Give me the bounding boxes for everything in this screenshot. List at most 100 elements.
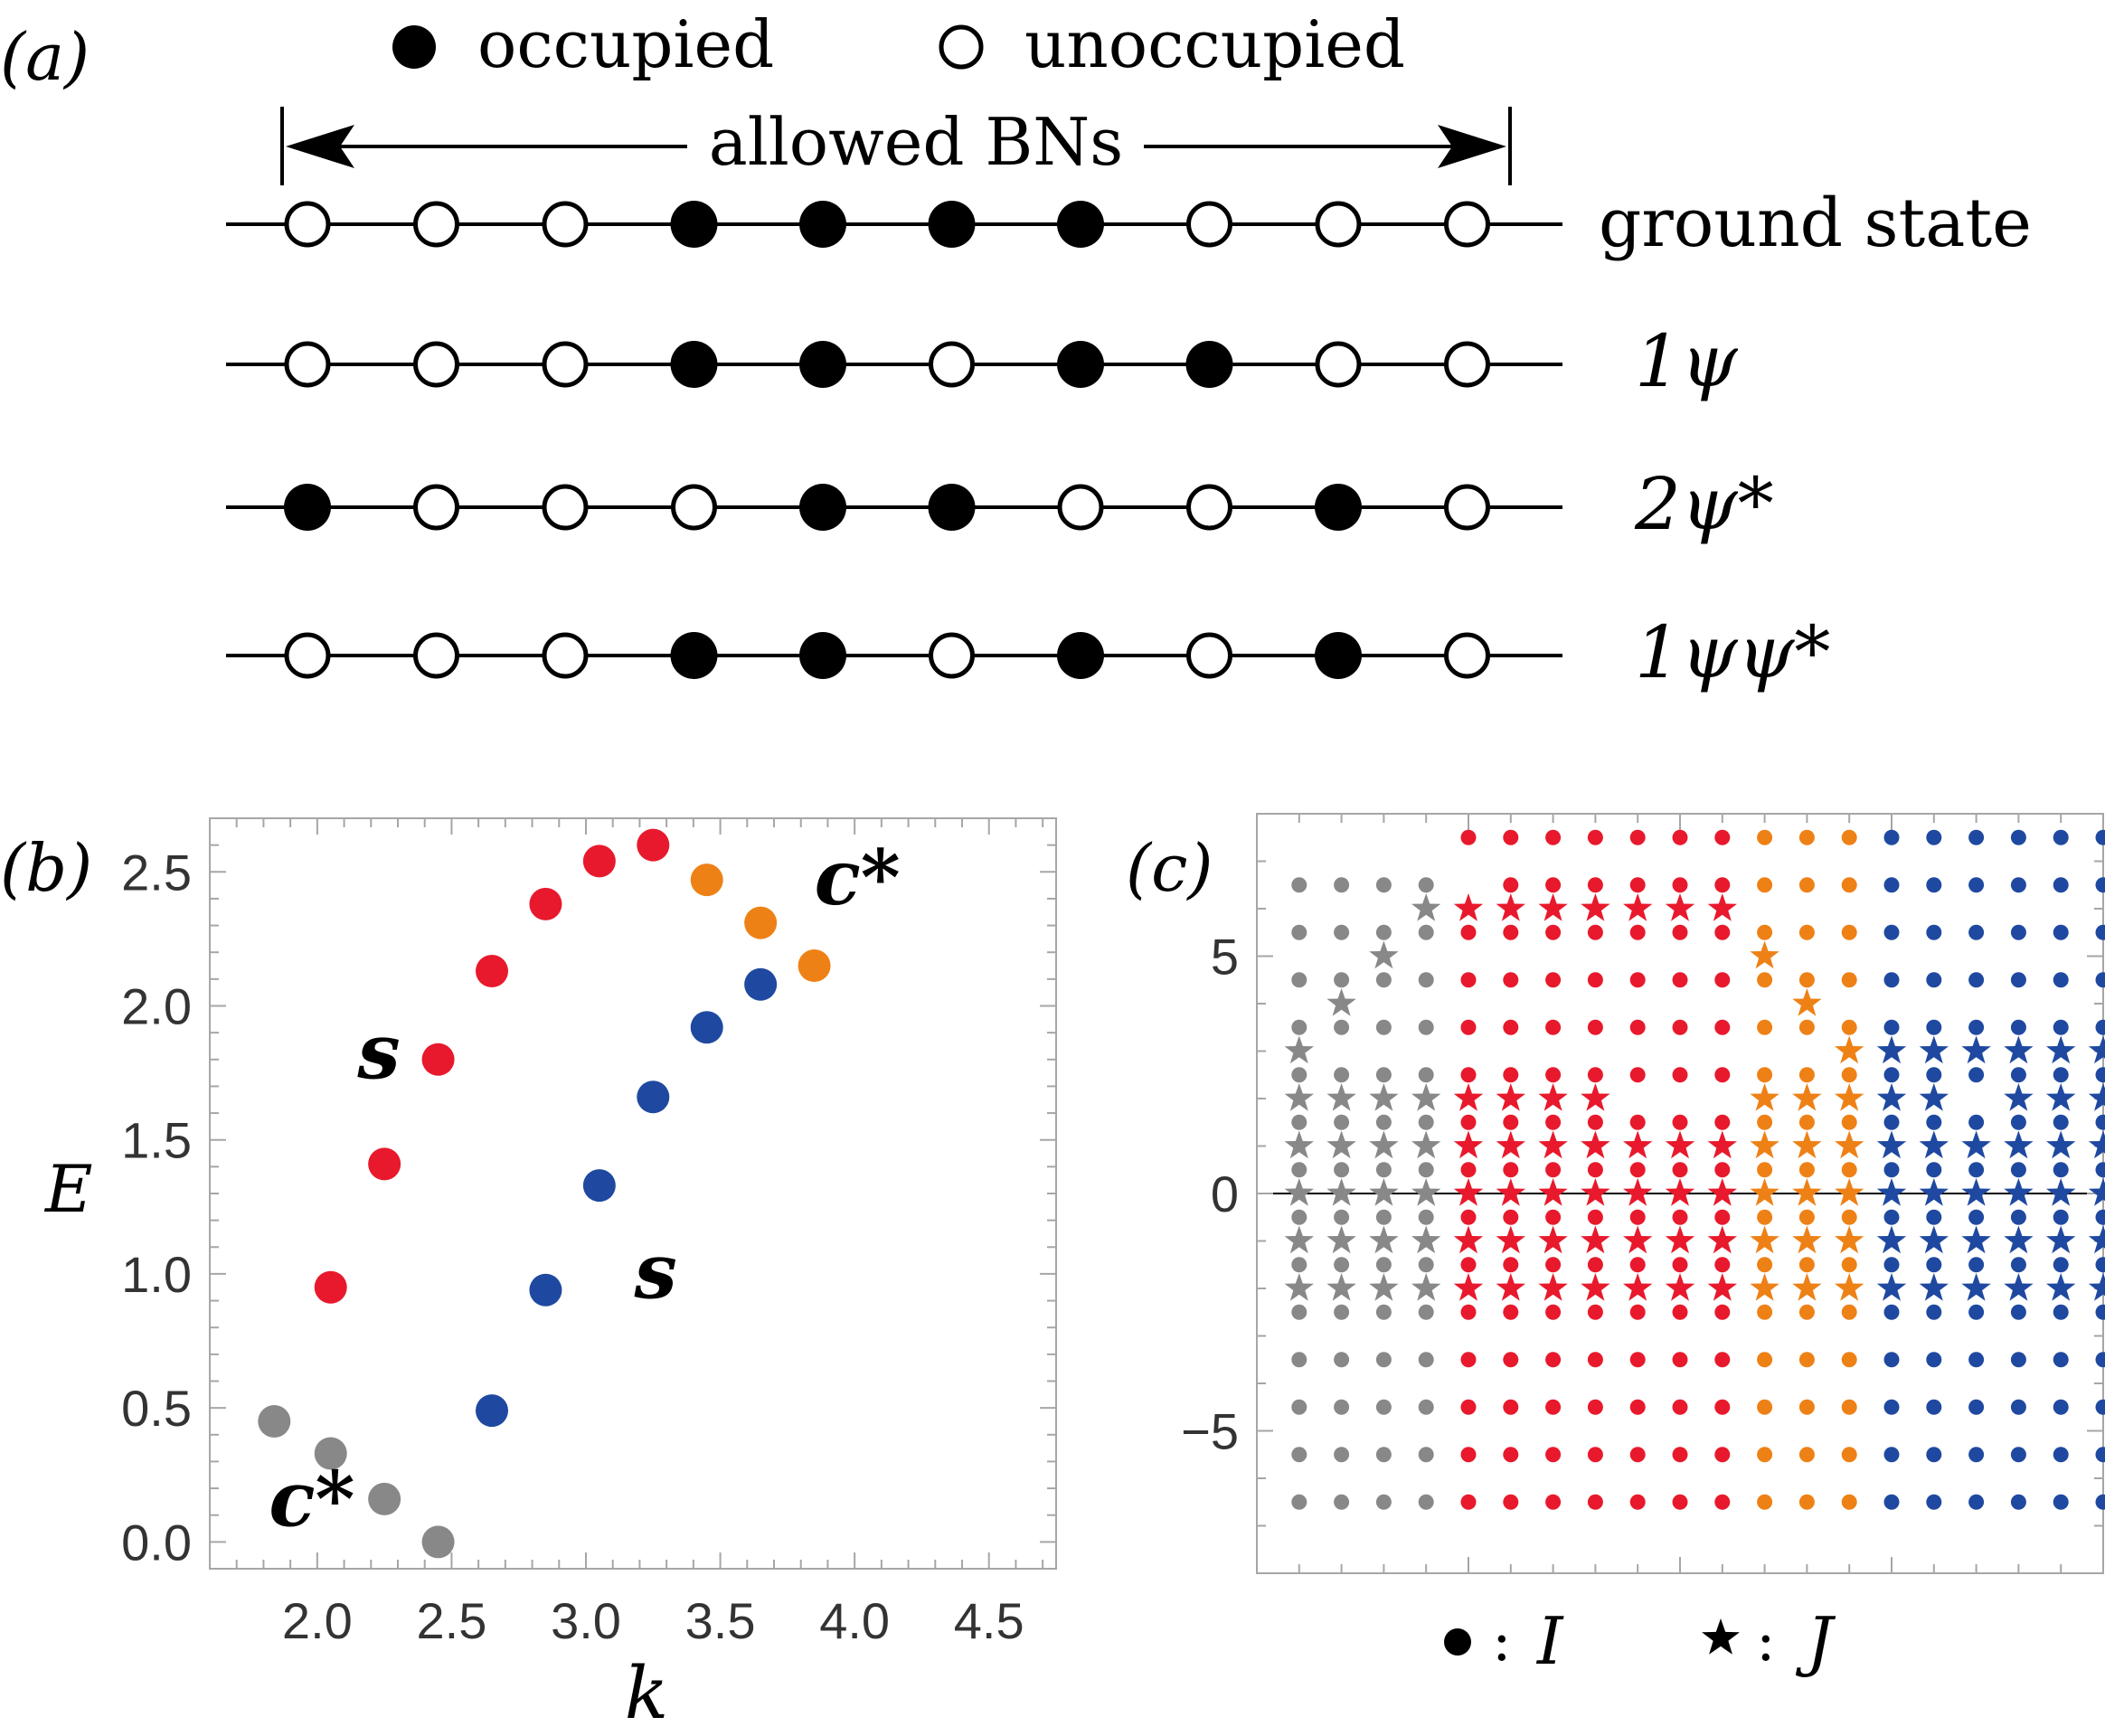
state-dot-orange	[1798, 1162, 1815, 1178]
state-star-red	[1581, 893, 1610, 921]
state-star-orange	[1750, 940, 1779, 969]
state-dot-orange	[1757, 1209, 1773, 1225]
state-star-blue	[1876, 1273, 1907, 1301]
state-dot-red	[1714, 972, 1731, 988]
state-dot-red	[1503, 1494, 1519, 1510]
state-dot-red	[1629, 1257, 1646, 1273]
state-dot-orange	[1798, 1067, 1815, 1083]
state-dot-red	[1545, 972, 1562, 988]
state-dot-gray	[1334, 972, 1350, 988]
state-star-blue	[2088, 1225, 2105, 1254]
state-star-gray	[1369, 1130, 1399, 1159]
annotation-label: s	[633, 1227, 676, 1316]
state-dot-blue	[2010, 829, 2026, 845]
state-dot-orange	[1798, 1257, 1815, 1273]
state-star-gray	[1284, 1225, 1314, 1254]
allowed-bns-label: allowed BNs	[709, 104, 1123, 180]
state-dot-blue	[1968, 924, 1985, 940]
state-dot-gray	[1418, 972, 1434, 988]
panel-c: (c) 5 0 −5 : I : J	[1126, 813, 2105, 1679]
state-dot-red	[1460, 1019, 1477, 1035]
state-dot-gray	[1418, 1399, 1434, 1415]
state-dot-orange	[1798, 924, 1815, 940]
state-star-gray	[1284, 1178, 1314, 1206]
state-star-blue	[1961, 1178, 1991, 1206]
state-dot-blue	[1883, 1257, 1900, 1273]
unoccupied-site	[1186, 201, 1232, 248]
state-dot-orange	[1798, 1019, 1815, 1035]
state-dot-red	[1672, 1162, 1688, 1178]
state-star-red	[1581, 1225, 1610, 1254]
state-dot-orange	[1757, 972, 1773, 988]
state-dot-gray	[1334, 1494, 1350, 1510]
state-star-blue	[1876, 1225, 1907, 1254]
state-dot-blue	[1883, 1162, 1900, 1178]
state-star-red	[1496, 893, 1525, 921]
state-star-red	[1538, 1178, 1568, 1206]
unoccupied-site	[929, 632, 975, 679]
state-star-gray	[1326, 1273, 1356, 1301]
state-dot-blue	[1926, 1067, 1942, 1083]
state-dot-red	[1714, 1209, 1731, 1225]
state-dot-gray	[1418, 1209, 1434, 1225]
state-star-gray	[1326, 1225, 1356, 1254]
plot-b-annotations: s s c* c*	[269, 833, 900, 1544]
state-dot-blue	[1968, 1447, 1985, 1463]
state-dot-blue	[2053, 1162, 2069, 1178]
unoccupied-site	[542, 484, 589, 531]
state-dot-gray	[1375, 1447, 1392, 1463]
state-star-orange	[1835, 1083, 1864, 1111]
state-dot-gray	[1418, 1494, 1434, 1510]
state-star-orange	[1750, 1273, 1779, 1301]
state-dot-red	[1503, 1067, 1519, 1083]
state-dot-red	[1460, 1162, 1477, 1178]
state-star-red	[1453, 1178, 1484, 1206]
occupied-site	[670, 341, 718, 388]
state-dot-gray	[1375, 877, 1392, 893]
state-star-blue	[2088, 1178, 2105, 1206]
state-dot-blue	[1968, 1352, 1985, 1368]
state-dot-red	[1503, 1257, 1519, 1273]
state-dot-orange	[1798, 1447, 1815, 1463]
state-dot-red	[1545, 1114, 1562, 1130]
state-dot-red	[1629, 1209, 1646, 1225]
state-star-gray	[1369, 1083, 1399, 1111]
state-star-red	[1496, 1083, 1525, 1111]
y-tick-label: 0.0	[121, 1514, 192, 1571]
occupied-site	[928, 484, 976, 531]
state-dot-blue	[2010, 1257, 2026, 1273]
state-dot-gray	[1375, 1304, 1392, 1320]
state-dot-gray	[1334, 1447, 1350, 1463]
state-dot-red	[1587, 1162, 1603, 1178]
state-dot-blue	[1883, 1399, 1900, 1415]
y-tick-label: 5	[1211, 929, 1239, 986]
state-dot-gray	[1291, 1447, 1307, 1463]
state-dot-blue	[2010, 1399, 2026, 1415]
data-point-red	[582, 844, 616, 878]
state-dot-blue	[1926, 1447, 1942, 1463]
state-dot-red	[1503, 877, 1519, 893]
state-star-red	[1707, 1130, 1737, 1159]
state-dot-gray	[1334, 1352, 1350, 1368]
state-dot-blue	[2053, 1304, 2069, 1320]
unoccupied-site	[413, 341, 459, 388]
state-star-red	[1581, 1130, 1610, 1159]
plot-c-legend: : I : J	[1444, 1603, 1836, 1679]
state-dot-blue	[1968, 1304, 1985, 1320]
occupied-site	[1057, 201, 1104, 248]
state-star-red	[1496, 1130, 1525, 1159]
state-dot-blue	[2095, 877, 2105, 893]
state-dot-blue	[2053, 1447, 2069, 1463]
state-dot-red	[1503, 1352, 1519, 1368]
state-dot-red	[1587, 1019, 1603, 1035]
state-dot-red	[1587, 1114, 1603, 1130]
data-point-blue	[637, 1080, 670, 1114]
state-dot-red	[1545, 1399, 1562, 1415]
legend-dot-marker	[1444, 1628, 1471, 1656]
state-dot-red	[1503, 1019, 1519, 1035]
state-dot-blue	[2053, 877, 2069, 893]
state-star-blue	[2088, 1083, 2105, 1111]
state-star-orange	[1792, 1083, 1822, 1111]
state-dot-blue	[1883, 1019, 1900, 1035]
